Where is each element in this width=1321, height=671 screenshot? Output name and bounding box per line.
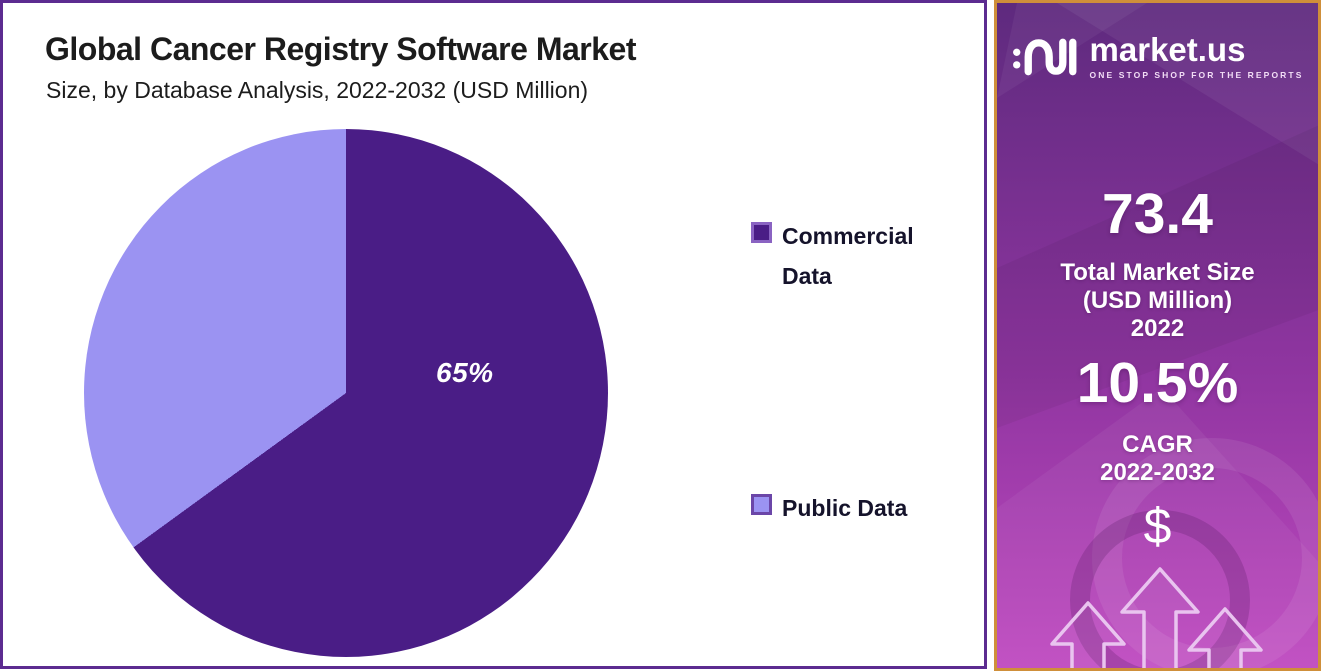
growth-arrow-middle-icon — [1120, 567, 1200, 668]
cagr-label: CAGR 2022-2032 — [997, 431, 1318, 487]
legend-swatch-public-data-icon — [751, 494, 772, 516]
growth-arrow-right-icon — [1187, 607, 1263, 668]
total-market-size-label-line1: Total Market Size — [1060, 259, 1255, 286]
brand-tagline: ONE STOP SHOP FOR THE REPORTS — [1089, 70, 1304, 80]
total-market-size-value: 73.4 — [1102, 182, 1213, 246]
pie-slice-data-label: 65% — [436, 357, 494, 388]
total-market-size-label: Total Market Size (USD Million) 2022 — [997, 259, 1318, 343]
cagr-value: 10.5% — [1076, 351, 1239, 415]
chart-title: Global Cancer Registry Software Market — [45, 31, 636, 67]
brand-name: market.us — [1089, 31, 1246, 68]
chart-subtitle: Size, by Database Analysis, 2022-2032 (U… — [46, 77, 589, 103]
marketus-logo-icon — [1012, 38, 1076, 75]
dollar-icon: $ — [1143, 498, 1172, 554]
cagr-label-line2: 2022-2032 — [1100, 459, 1215, 486]
legend-label-public-data: Public Data — [782, 495, 908, 522]
total-market-size-label-line3: 2022 — [1130, 315, 1185, 342]
sidebar: market.us ONE STOP SHOP FOR THE REPORTS … — [994, 0, 1321, 671]
brand-text-block: market.us ONE STOP SHOP FOR THE REPORTS — [1090, 33, 1304, 80]
total-market-size-label-line2: (USD Million) — [1082, 287, 1233, 314]
legend-label-commercial-data: Commercial Data — [782, 223, 914, 289]
legend-item-commercial-data: Commercial Data — [751, 217, 951, 296]
cagr-label-line1: CAGR — [1122, 431, 1193, 458]
chart-panel: Global Cancer Registry Software Market S… — [0, 0, 987, 669]
brand-logo: market.us ONE STOP SHOP FOR THE REPORTS — [997, 33, 1318, 80]
legend: Commercial Data Public Data — [751, 217, 951, 529]
pie-chart: 65% — [84, 129, 608, 657]
legend-swatch-commercial-data-icon — [751, 222, 772, 243]
legend-item-public-data: Public Data — [751, 489, 951, 529]
growth-arrow-left-icon — [1050, 601, 1126, 668]
